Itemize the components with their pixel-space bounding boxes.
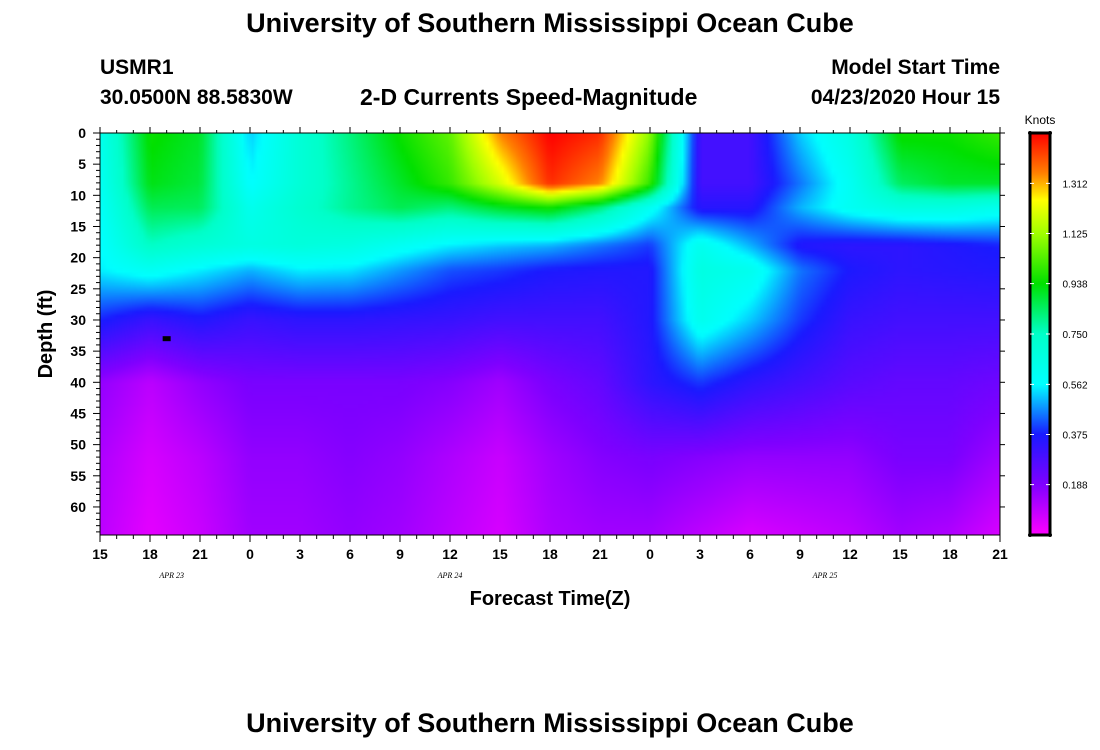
x-tick-label: 3 [296, 546, 304, 562]
x-tick-label: 0 [246, 546, 254, 562]
x-tick-label: 21 [592, 546, 608, 562]
y-tick-label: 60 [70, 499, 86, 515]
x-tick-label: 18 [142, 546, 158, 562]
colorbar-tick-label: 0.375 [1062, 431, 1087, 442]
y-tick-label: 30 [70, 312, 86, 328]
y-tick-label: 40 [70, 374, 86, 390]
model-start-label: Model Start Time [831, 56, 1000, 79]
x-tick-label: 15 [892, 546, 908, 562]
x-tick-label: 0 [646, 546, 654, 562]
date-label: APR 24 [437, 571, 463, 580]
colorbar-tick-label: 0.750 [1062, 330, 1087, 341]
colorbar-tick-label: 0.188 [1062, 481, 1087, 492]
y-tick-label: 20 [70, 250, 86, 266]
x-tick-label: 9 [396, 546, 404, 562]
y-tick-label: 45 [70, 405, 86, 421]
x-tick-label: 18 [942, 546, 958, 562]
x-tick-label: 21 [992, 546, 1008, 562]
y-axis-label: Depth (ft) [35, 290, 57, 379]
heatmap-field [100, 133, 1000, 535]
colorbar-corner [1048, 533, 1052, 537]
x-tick-label: 3 [696, 546, 704, 562]
x-tick-label: 15 [92, 546, 108, 562]
y-tick-label: 25 [70, 281, 86, 297]
colorbar-tick-label: 1.125 [1062, 230, 1087, 241]
chart-subtitle: 2-D Currents Speed-Magnitude [360, 84, 698, 110]
footer-title: University of Southern Mississippi Ocean… [246, 708, 854, 738]
page-title: University of Southern Mississippi Ocean… [246, 8, 854, 38]
colorbar-corner [1028, 533, 1032, 537]
colorbar-tick-label: 0.562 [1062, 380, 1087, 391]
y-tick-label: 35 [70, 343, 86, 359]
station-coords: 30.0500N 88.5830W [100, 86, 293, 109]
y-tick-label: 10 [70, 187, 86, 203]
date-label: APR 23 [158, 571, 184, 580]
station-id: USMR1 [100, 56, 174, 79]
x-tick-label: 21 [192, 546, 208, 562]
x-tick-label: 12 [842, 546, 858, 562]
x-tick-label: 6 [346, 546, 354, 562]
y-tick-label: 0 [78, 125, 86, 141]
x-axis-label: Forecast Time(Z) [470, 588, 631, 610]
y-tick-label: 15 [70, 218, 86, 234]
x-tick-label: 18 [542, 546, 558, 562]
y-tick-label: 50 [70, 437, 86, 453]
model-start-value: 04/23/2020 Hour 15 [810, 86, 1000, 109]
colorbar-tick-label: 0.938 [1062, 280, 1087, 291]
colorbar-tick-label: 1.312 [1062, 179, 1087, 190]
x-tick-label: 12 [442, 546, 458, 562]
colorbar-corner [1048, 131, 1052, 135]
data-marker [162, 336, 171, 342]
x-tick-label: 15 [492, 546, 508, 562]
x-tick-label: 9 [796, 546, 804, 562]
x-tick-label: 6 [746, 546, 754, 562]
colorbar-corner [1028, 131, 1032, 135]
colorbar-label: Knots [1025, 113, 1056, 127]
y-tick-label: 55 [70, 468, 86, 484]
y-tick-label: 5 [78, 156, 86, 172]
date-label: APR 25 [812, 571, 838, 580]
